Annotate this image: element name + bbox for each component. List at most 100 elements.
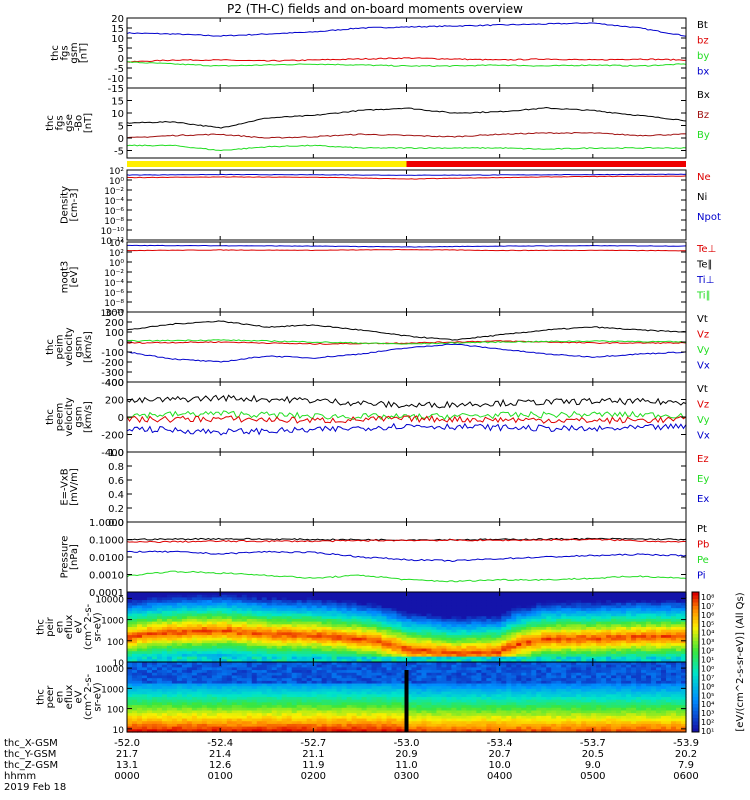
heatmap-cell [281,678,288,682]
heatmap-cell [436,621,443,625]
heatmap-cell [431,688,438,693]
heatmap-cell [401,713,408,717]
heatmap-cell [431,691,438,695]
heatmap-cell [456,618,462,623]
heatmap-cell [176,594,183,598]
heatmap-cell [596,653,602,658]
heatmap-cell [176,718,183,722]
heatmap-cell [261,667,268,671]
heatmap-cell [526,602,532,607]
heatmap-cell [196,683,203,687]
heatmap-cell [286,672,293,677]
heatmap-cell [336,643,343,647]
heatmap-cell [331,680,338,685]
heatmap-cell [136,688,143,693]
heatmap-cell [351,624,358,628]
heatmap-cell [381,686,388,690]
heatmap-cell [311,605,318,609]
heatmap-cell [211,616,218,620]
heatmap-cell [251,667,258,671]
heatmap-cell [471,627,477,631]
heatmap-cell [681,648,687,652]
heatmap-cell [431,653,438,658]
heatmap-cell [391,664,398,668]
heatmap-cell [391,713,398,717]
heatmap-cell [311,678,318,682]
heatmap-cell [401,629,408,633]
heatmap-cell [646,600,652,604]
heatmap-cell [136,683,143,687]
heatmap-cell [411,672,418,677]
heatmap-cell [536,629,542,633]
heatmap-cell [591,632,597,636]
heatmap-cell [521,627,527,631]
heatmap-cell [336,697,343,701]
heatmap-cell [296,715,303,720]
heatmap-cell [196,605,203,609]
heatmap-cell [526,635,532,639]
heatmap-cell [241,686,248,690]
heatmap-cell [286,629,293,633]
heatmap-cell [296,659,303,663]
heatmap-cell [571,608,577,612]
heatmap-cell [556,645,562,650]
heatmap-cell [366,697,373,701]
heatmap-cell [446,618,453,623]
heatmap-cell [431,705,438,709]
heatmap-cell [426,608,433,612]
heatmap-cell [501,637,507,642]
heatmap-cell [296,699,303,703]
heatmap-cell [136,594,143,598]
heatmap-cell [296,664,303,668]
heatmap-cell [301,656,308,660]
heatmap-cell [461,651,467,655]
heatmap-cell [346,613,353,617]
heatmap-cell [246,662,253,666]
heatmap-cell [156,635,163,639]
heatmap-cell [241,629,248,633]
heatmap-cell [406,675,413,679]
heatmap-cell [566,597,572,601]
heatmap-cell [611,621,617,625]
heatmap-cell [196,613,203,617]
heatmap-cell [181,618,188,623]
heatmap-cell [491,597,497,601]
heatmap-cell [221,699,228,703]
heatmap-cell [671,648,677,652]
heatmap-cell [196,688,203,693]
y-axis-label: thc [45,339,56,355]
heatmap-cell [261,594,268,598]
heatmap-cell [226,597,233,601]
heatmap-cell [266,645,273,650]
heatmap-cell [636,659,642,663]
heatmap-cell [626,605,632,609]
heatmap-cell [366,624,373,628]
heatmap-cell [131,726,138,730]
heatmap-cell [276,643,283,647]
heatmap-cell [556,605,562,609]
heatmap-cell [336,608,343,612]
heatmap-cell [521,624,527,628]
heatmap-cell [546,592,552,596]
heatmap-cell [136,710,143,714]
heatmap-cell [276,640,283,644]
heatmap-cell [676,629,682,633]
heatmap-cell [306,688,313,693]
heatmap-cell [311,613,318,617]
heatmap-cell [206,688,213,693]
heatmap-cell [516,627,522,631]
heatmap-cell [366,648,373,652]
heatmap-cell [576,627,582,631]
heatmap-cell [416,694,423,698]
heatmap-cell [131,670,138,674]
heatmap-cell [661,635,667,639]
heatmap-cell [241,640,248,644]
heatmap-cell [356,610,363,615]
heatmap-cell [296,705,303,709]
heatmap-cell [361,694,368,698]
heatmap-cell [221,624,228,628]
heatmap-cell [681,629,687,633]
heatmap-cell [266,713,273,717]
heatmap-cell [141,688,148,693]
heatmap-cell [431,627,438,631]
